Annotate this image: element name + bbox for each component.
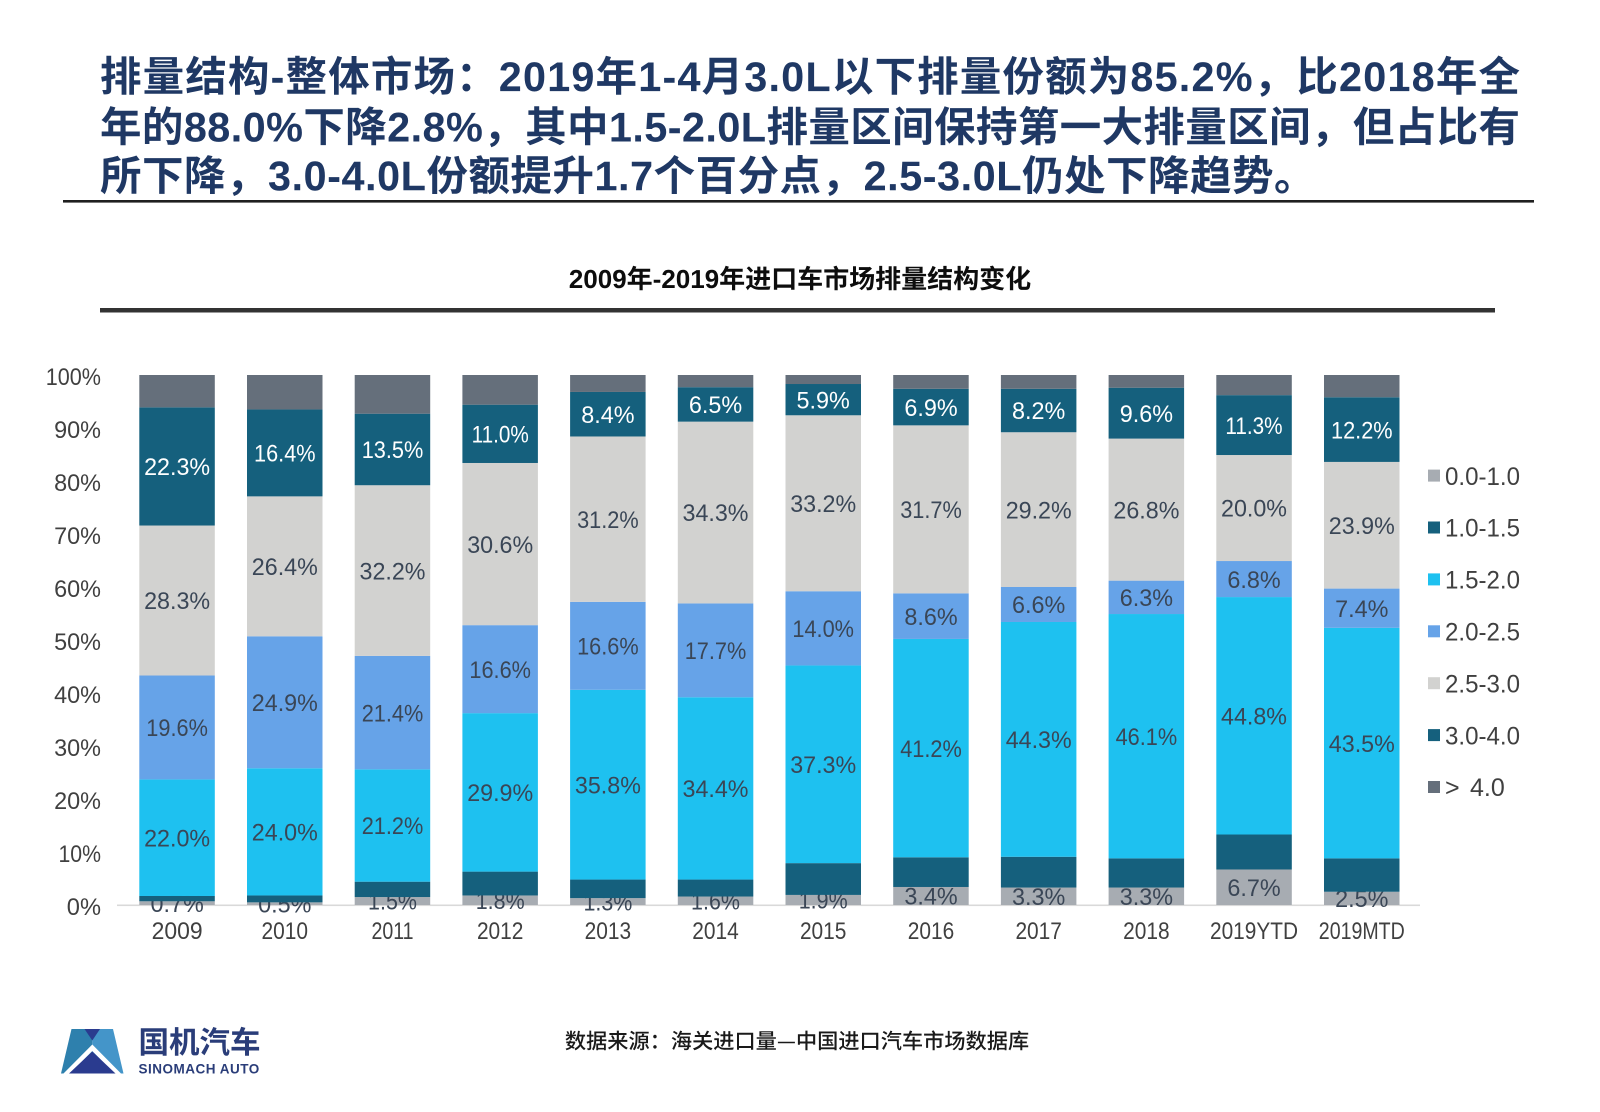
svg-text:33.2%: 33.2%: [790, 491, 856, 518]
svg-text:22.0%: 22.0%: [144, 825, 210, 852]
svg-text:2019YTD: 2019YTD: [1210, 918, 1298, 945]
svg-text:13.5%: 13.5%: [362, 437, 424, 464]
svg-text:24.0%: 24.0%: [252, 820, 318, 847]
svg-text:20.0%: 20.0%: [1221, 496, 1287, 523]
svg-text:16.6%: 16.6%: [577, 634, 639, 661]
svg-text:0%: 0%: [67, 894, 101, 921]
svg-text:30.6%: 30.6%: [467, 532, 533, 559]
svg-text:44.3%: 44.3%: [1006, 727, 1072, 754]
svg-text:2017: 2017: [1015, 918, 1062, 945]
svg-text:35.8%: 35.8%: [575, 772, 641, 799]
svg-text:2014: 2014: [692, 918, 739, 945]
svg-text:11.3%: 11.3%: [1225, 413, 1282, 440]
svg-text:2018: 2018: [1123, 918, 1170, 945]
svg-text:2009: 2009: [152, 918, 203, 945]
svg-text:SINOMACH AUTO: SINOMACH AUTO: [139, 1062, 260, 1077]
svg-text:6.8%: 6.8%: [1227, 567, 1280, 594]
svg-text:24.9%: 24.9%: [252, 690, 318, 717]
svg-text:40%: 40%: [54, 682, 101, 709]
svg-text:3.4%: 3.4%: [904, 884, 957, 911]
svg-text:46.1%: 46.1%: [1116, 724, 1178, 751]
svg-text:14.0%: 14.0%: [792, 616, 854, 643]
svg-text:34.3%: 34.3%: [683, 500, 749, 527]
svg-text:17.7%: 17.7%: [685, 638, 747, 665]
svg-text:31.2%: 31.2%: [577, 507, 639, 534]
svg-text:37.3%: 37.3%: [790, 752, 856, 779]
svg-text:26.8%: 26.8%: [1113, 497, 1179, 524]
svg-text:34.4%: 34.4%: [683, 776, 749, 803]
svg-text:8.4%: 8.4%: [581, 402, 634, 429]
svg-text:2013: 2013: [585, 918, 632, 945]
svg-text:6.3%: 6.3%: [1120, 585, 1173, 612]
svg-text:11.0%: 11.0%: [472, 422, 529, 449]
svg-text:26.4%: 26.4%: [252, 554, 318, 581]
svg-text:5.9%: 5.9%: [797, 387, 850, 414]
svg-text:2011: 2011: [371, 918, 413, 945]
svg-text:8.6%: 8.6%: [904, 604, 957, 631]
svg-text:6.9%: 6.9%: [904, 395, 957, 422]
svg-text:1.5-2.0: 1.5-2.0: [1445, 567, 1520, 595]
svg-text:>: >: [1445, 774, 1460, 802]
svg-text:19.6%: 19.6%: [146, 715, 208, 742]
svg-text:29.2%: 29.2%: [1006, 497, 1072, 524]
svg-text:60%: 60%: [54, 576, 101, 603]
svg-text:30%: 30%: [54, 735, 101, 762]
svg-text:3.3%: 3.3%: [1012, 884, 1065, 911]
svg-text:3.0-4.0: 3.0-4.0: [1445, 722, 1520, 750]
svg-text:44.8%: 44.8%: [1221, 704, 1287, 731]
svg-text:28.3%: 28.3%: [144, 588, 210, 615]
svg-text:21.2%: 21.2%: [362, 813, 424, 840]
svg-text:10%: 10%: [59, 841, 102, 868]
svg-text:20%: 20%: [54, 788, 101, 815]
svg-text:8.2%: 8.2%: [1012, 398, 1065, 425]
svg-text:2019MTD: 2019MTD: [1319, 918, 1405, 945]
svg-text:41.2%: 41.2%: [900, 736, 962, 763]
svg-text:2.5-3.0: 2.5-3.0: [1445, 670, 1520, 698]
svg-text:43.5%: 43.5%: [1329, 731, 1395, 758]
svg-text:2010: 2010: [262, 918, 309, 945]
svg-text:29.9%: 29.9%: [467, 780, 533, 807]
svg-text:50%: 50%: [54, 629, 101, 656]
svg-text:70%: 70%: [54, 523, 101, 550]
svg-text:6.6%: 6.6%: [1012, 592, 1065, 619]
svg-text:2016: 2016: [908, 918, 955, 945]
svg-text:12.2%: 12.2%: [1331, 417, 1393, 444]
svg-text:4.0: 4.0: [1470, 774, 1505, 802]
svg-text:100%: 100%: [46, 364, 101, 391]
svg-text:6.5%: 6.5%: [689, 392, 742, 419]
svg-text:80%: 80%: [54, 470, 101, 497]
svg-text:3.3%: 3.3%: [1120, 884, 1173, 911]
svg-text:16.4%: 16.4%: [254, 441, 316, 468]
svg-text:22.3%: 22.3%: [144, 454, 210, 481]
svg-text:9.6%: 9.6%: [1120, 401, 1173, 428]
svg-text:16.6%: 16.6%: [469, 657, 531, 684]
svg-text:90%: 90%: [54, 417, 101, 444]
svg-text:21.4%: 21.4%: [362, 700, 424, 727]
svg-text:6.7%: 6.7%: [1227, 875, 1280, 902]
svg-text:1.0-1.5: 1.0-1.5: [1445, 515, 1520, 543]
svg-text:23.9%: 23.9%: [1329, 513, 1395, 540]
svg-text:0.0-1.0: 0.0-1.0: [1445, 463, 1520, 491]
svg-text:2015: 2015: [800, 918, 847, 945]
svg-text:7.4%: 7.4%: [1335, 596, 1388, 623]
svg-text:32.2%: 32.2%: [360, 558, 426, 585]
svg-text:31.7%: 31.7%: [900, 497, 962, 524]
svg-text:2.0-2.5: 2.0-2.5: [1445, 619, 1520, 647]
svg-text:2012: 2012: [477, 918, 524, 945]
